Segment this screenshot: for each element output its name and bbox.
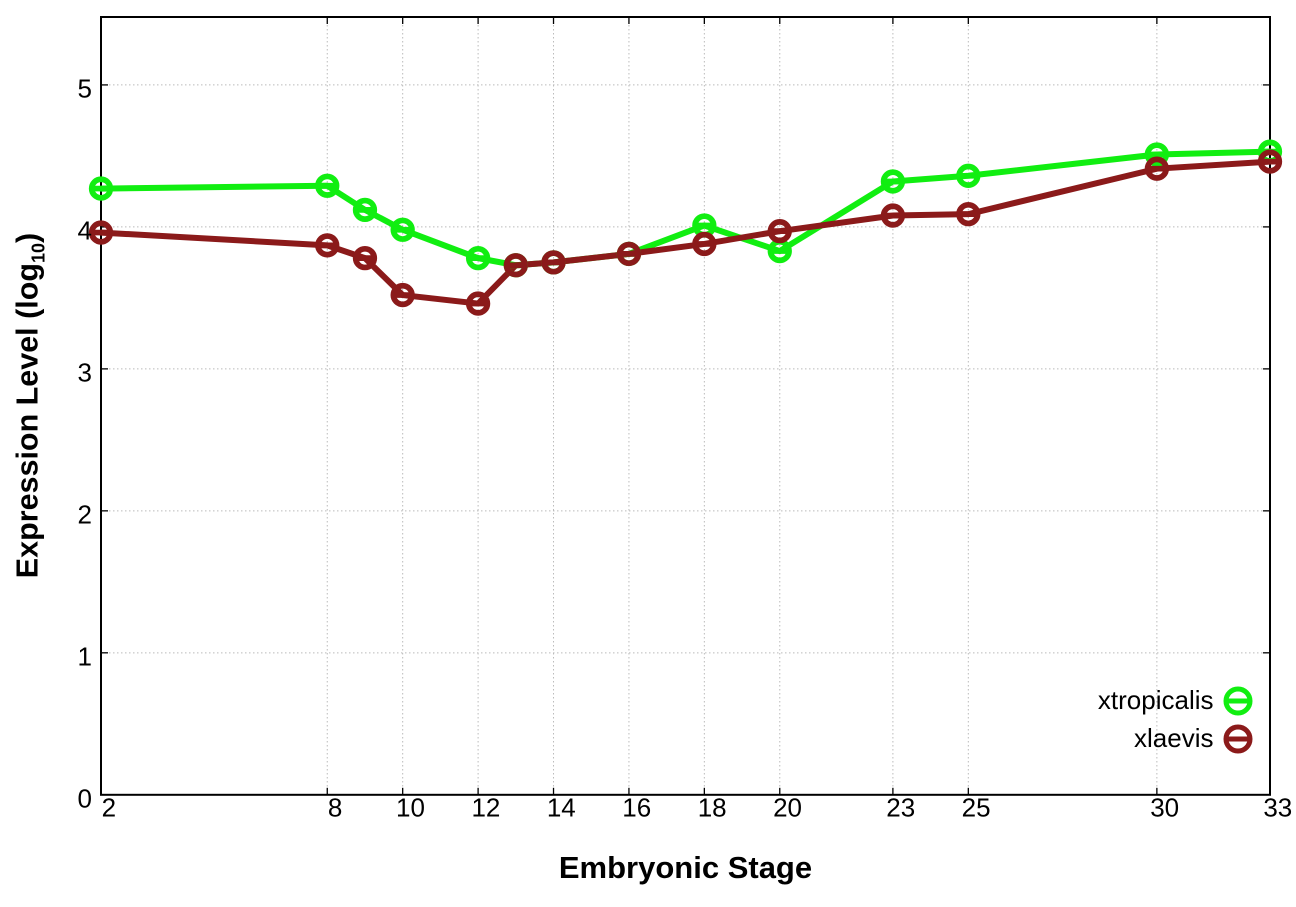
svg-text:3: 3 <box>78 357 92 387</box>
svg-text:2: 2 <box>102 793 116 823</box>
svg-text:16: 16 <box>622 793 651 823</box>
svg-text:14: 14 <box>547 793 576 823</box>
svg-text:20: 20 <box>773 793 802 823</box>
svg-text:23: 23 <box>886 793 915 823</box>
svg-text:4: 4 <box>78 215 92 245</box>
svg-text:18: 18 <box>698 793 727 823</box>
svg-text:33: 33 <box>1263 793 1292 823</box>
svg-text:8: 8 <box>328 793 342 823</box>
svg-text:10: 10 <box>396 793 425 823</box>
svg-text:1: 1 <box>78 641 92 671</box>
svg-text:0: 0 <box>78 783 92 813</box>
svg-text:25: 25 <box>962 793 991 823</box>
svg-text:2: 2 <box>78 499 92 529</box>
svg-text:5: 5 <box>78 73 92 103</box>
svg-text:30: 30 <box>1150 793 1179 823</box>
svg-text:12: 12 <box>471 793 500 823</box>
